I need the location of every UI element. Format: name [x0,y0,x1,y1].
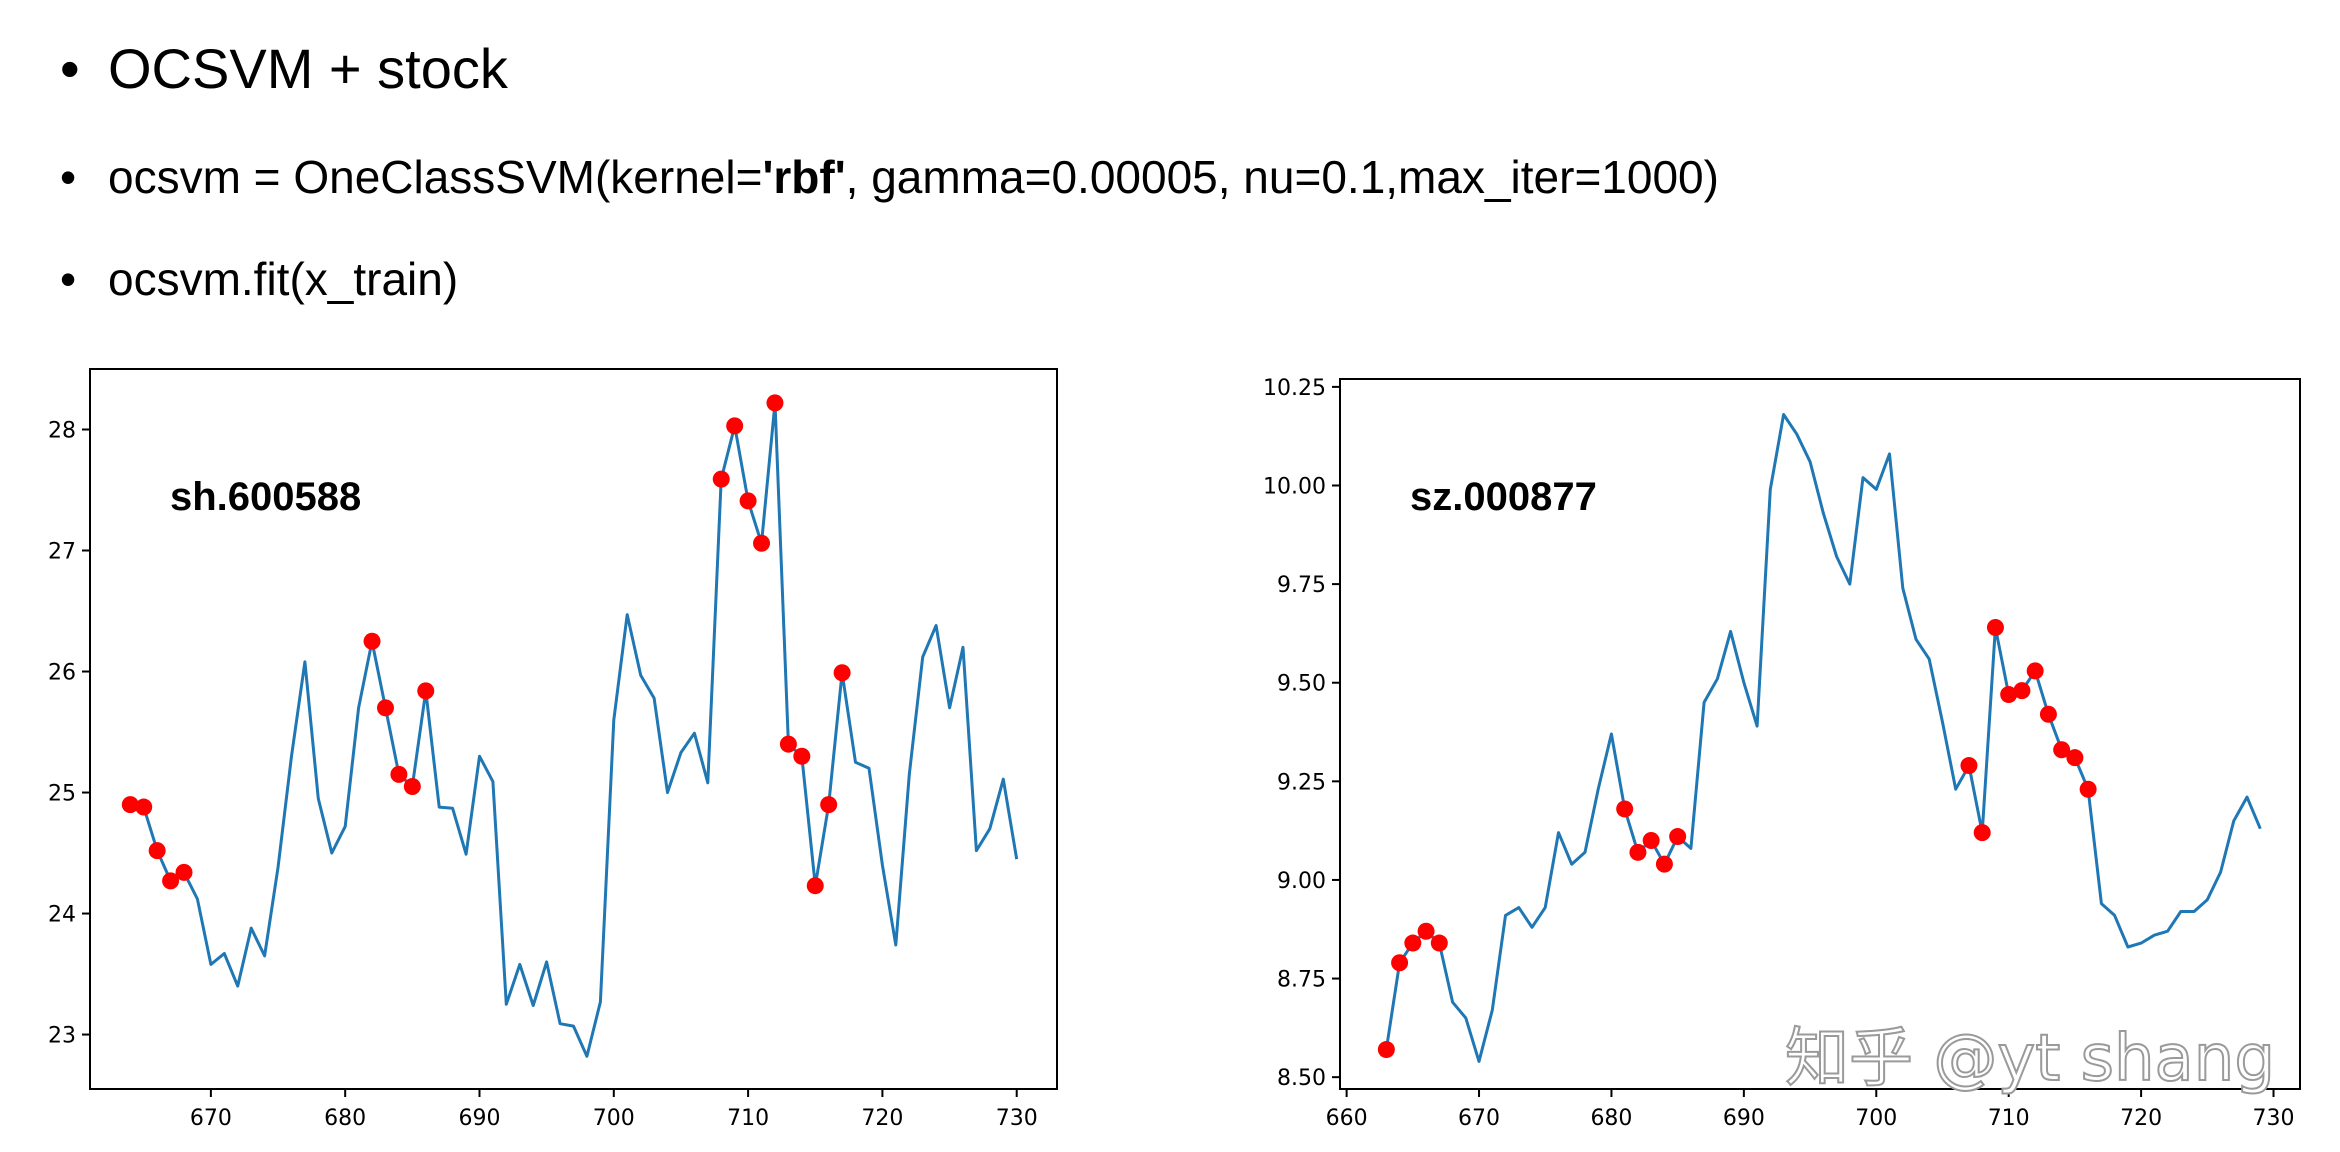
bullet-marker: • [60,151,77,203]
x-tick-label: 720 [2120,1106,2162,1131]
x-tick-label: 700 [1855,1106,1897,1131]
anomaly-point [1986,619,2004,636]
anomaly-point [1973,824,1991,842]
chart-sz000877: 660 670 680 690 700 710 720 730 8.50 8.75 9.00 9.25… [1263,376,2301,1131]
watermark-text: 知乎 @yt shang [1785,1022,2275,1096]
bullet-ocsvm-definition: • ocsvm = OneClassSVM(kernel='rbf', gamma… [60,150,1719,204]
bullet-ocsvm-stock: • OCSVM + stock [60,36,508,101]
anomaly-point [2013,682,2031,700]
price-series-line [130,401,1019,1058]
y-tick-label: 10.25 [1263,376,1326,401]
x-tick-label: 730 [2253,1106,2295,1131]
y-tick-label: 27 [48,540,76,565]
anomaly-point [121,796,139,814]
bullet-marker: • [60,37,80,100]
x-tick-label: 660 [1326,1106,1368,1131]
anomaly-point [739,492,757,510]
x-tick-label: 670 [190,1106,232,1131]
x-tick-label: 700 [593,1106,635,1131]
anomaly-point [2026,662,2044,680]
anomaly-point [1404,934,1422,952]
bullet-ocsvm-fit: • ocsvm.fit(x_train) [60,252,458,306]
anomaly-point [712,470,730,488]
chart-sh600588: 670 680 690 700 710 720 730 23 24 25 26 27 28 sh.6005… [48,368,1058,1131]
anomaly-point [363,632,381,650]
anomaly-point [390,765,408,783]
anomaly-point [793,747,811,765]
x-tick-label: 720 [861,1106,903,1131]
anomaly-point [1616,800,1634,818]
anomaly-point [1960,757,1978,775]
anomaly-point [820,796,838,814]
anomaly-point [779,735,797,753]
code-text-kernel: 'rbf' [762,151,846,203]
anomaly-point [1430,934,1448,952]
y-tick-label: 9.00 [1277,869,1326,894]
bullet-text: OCSVM + stock [108,37,508,100]
bullet-marker: • [60,253,77,305]
x-tick-label: 730 [996,1106,1038,1131]
anomaly-point [1377,1041,1395,1059]
y-tick-label: 8.50 [1277,1066,1326,1091]
y-tick-label: 9.50 [1277,672,1326,697]
y-tick-label: 25 [48,782,76,807]
plot-frame [89,368,1058,1090]
y-tick-label: 28 [48,419,76,444]
anomaly-point [1391,954,1409,972]
chart-title: sz.000877 [1410,475,1597,519]
anomaly-point [175,863,193,881]
anomaly-point [806,877,824,895]
anomaly-point [2079,780,2097,798]
anomaly-point [1655,855,1673,873]
anomaly-point [766,394,784,412]
anomaly-point [417,682,435,700]
anomaly-point [2066,749,2084,767]
anomaly-point [2039,705,2057,723]
bullet-text: ocsvm.fit(x_train) [108,253,459,305]
anomaly-point [2000,686,2018,704]
y-tick-label: 9.25 [1277,770,1326,795]
y-tick-label: 23 [48,1024,76,1049]
anomaly-point [135,798,153,816]
anomaly-point [1642,832,1660,849]
x-tick-label: 690 [1723,1106,1765,1131]
anomaly-point [833,664,851,682]
y-tick-label: 26 [48,661,76,686]
y-tick-label: 8.75 [1277,968,1326,993]
code-text-pre: ocsvm = OneClassSVM(kernel= [108,151,763,203]
anomaly-point [376,699,394,717]
x-tick-label: 710 [727,1106,769,1131]
anomaly-point [1629,843,1647,861]
anomaly-point [726,417,744,435]
x-tick-label: 670 [1458,1106,1500,1131]
x-tick-label: 680 [324,1106,366,1131]
x-tick-label: 710 [1988,1106,2030,1131]
chart-title: sh.600588 [170,475,361,519]
x-tick-label: 680 [1590,1106,1632,1131]
x-tick-label: 690 [458,1106,500,1131]
anomaly-point [2053,741,2071,759]
anomaly-point [1669,828,1687,846]
price-series-line [1384,413,2262,1063]
code-text-post: , gamma=0.00005, nu=0.1,max_iter=1000) [845,151,1719,203]
y-tick-label: 9.75 [1277,573,1326,598]
anomaly-point [1417,922,1435,940]
plot-frame [1339,378,2301,1090]
anomaly-point [753,534,771,552]
y-tick-label: 24 [48,903,76,928]
anomaly-point [162,872,180,890]
anomaly-point [403,777,421,795]
anomaly-point [148,842,166,860]
y-tick-label: 10.00 [1263,475,1326,500]
